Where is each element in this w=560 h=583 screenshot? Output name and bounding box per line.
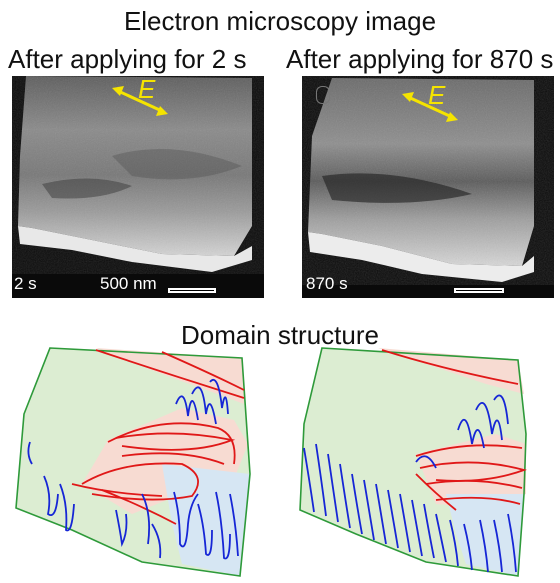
time-label: 2 s bbox=[14, 274, 37, 293]
domain-diagram-right bbox=[296, 344, 552, 578]
time-label: 870 s bbox=[306, 274, 348, 293]
panel-marker bbox=[316, 86, 330, 104]
micrograph-right: E 870 s bbox=[302, 76, 554, 298]
double-arrow-icon bbox=[402, 92, 458, 122]
domain-diagram-left-svg bbox=[15, 347, 251, 577]
scale-bar bbox=[454, 288, 504, 293]
field-direction-arrow: E bbox=[110, 76, 170, 124]
field-direction-arrow: E bbox=[400, 80, 460, 130]
domain-diagram-right-svg bbox=[299, 347, 527, 577]
left-panel-title: After applying for 2 s bbox=[8, 44, 247, 74]
section-title-domain: Domain structure bbox=[181, 320, 379, 350]
micrograph-left: E 2 s 500 nm bbox=[12, 76, 264, 298]
domain-diagram-left bbox=[12, 344, 268, 578]
micrograph-left-image bbox=[12, 76, 264, 298]
field-label: E bbox=[138, 76, 156, 104]
scale-bar bbox=[168, 288, 216, 293]
right-panel-title: After applying for 870 s bbox=[286, 44, 554, 74]
scale-bar-label: 500 nm bbox=[100, 274, 157, 293]
micrograph-right-image bbox=[302, 76, 554, 298]
double-arrow-icon bbox=[112, 86, 168, 116]
field-label: E bbox=[428, 80, 446, 110]
section-title-microscopy: Electron microscopy image bbox=[123, 6, 437, 36]
